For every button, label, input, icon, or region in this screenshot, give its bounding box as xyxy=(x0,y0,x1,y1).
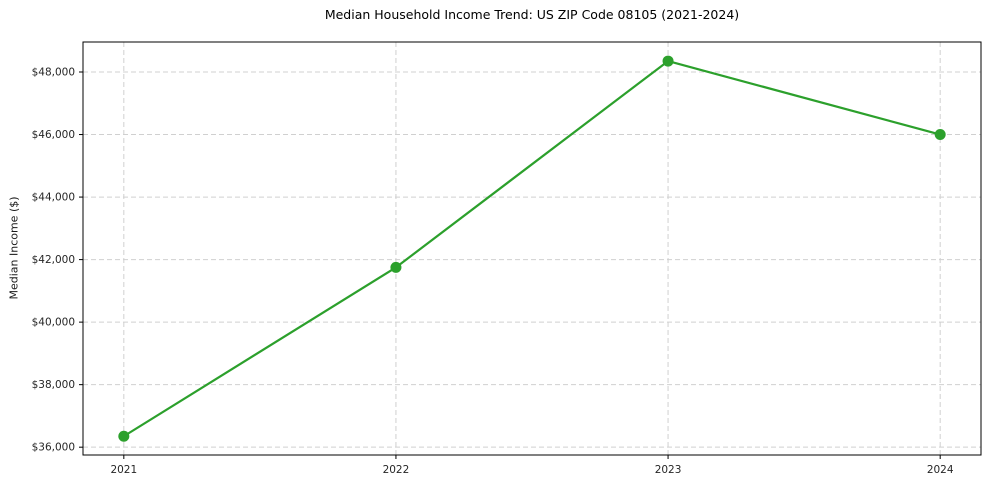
y-tick-label: $44,000 xyxy=(32,192,75,204)
y-tick-label: $36,000 xyxy=(32,442,75,454)
x-tick-label: 2022 xyxy=(383,464,410,476)
y-tick-label: $48,000 xyxy=(32,67,75,79)
data-point xyxy=(934,129,946,141)
data-point xyxy=(662,55,674,67)
trend-line xyxy=(122,59,942,438)
y-tick-label: $40,000 xyxy=(32,317,75,329)
y-tick-label: $38,000 xyxy=(32,379,75,391)
x-tick-label: 2021 xyxy=(110,464,137,476)
x-tick-label: 2024 xyxy=(927,464,954,476)
data-point xyxy=(118,430,130,442)
y-tick-label: $46,000 xyxy=(32,129,75,141)
x-tick-label: 2023 xyxy=(655,464,682,476)
plot-border xyxy=(82,41,982,456)
chart-title: Median Household Income Trend: US ZIP Co… xyxy=(324,7,740,22)
y-tick-label: $42,000 xyxy=(32,254,75,266)
data-point xyxy=(390,261,402,273)
